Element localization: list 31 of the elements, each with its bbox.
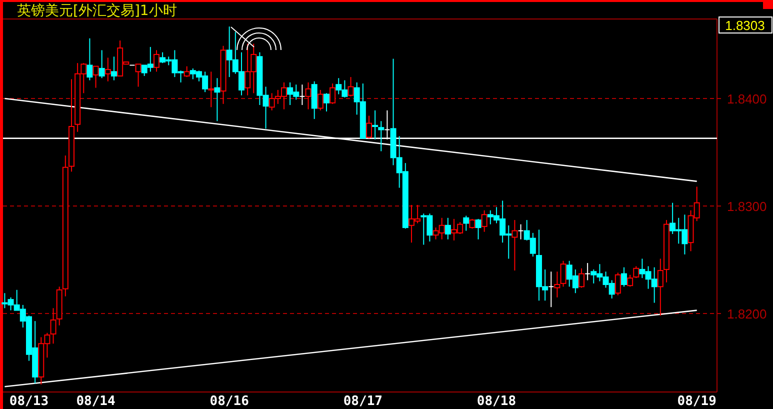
candlestick: [208, 71, 214, 108]
x-tick-label: 08/19: [677, 394, 716, 409]
x-tick-label: 08/13: [9, 394, 49, 409]
candlestick: [305, 82, 312, 110]
candlestick: [512, 220, 518, 272]
y-tick-label: 1.8400: [727, 92, 767, 107]
x-tick-label: 08/14: [76, 394, 116, 409]
candlestick: [372, 110, 378, 140]
text: 1.8303: [725, 18, 765, 33]
candlestick: [86, 38, 93, 81]
y-tick-label: 1.8300: [727, 199, 767, 214]
candlestick: [50, 308, 56, 344]
candlestick: [62, 155, 68, 297]
candlestick: [444, 217, 451, 240]
x-tick-label: 08/18: [476, 394, 516, 409]
y-tick-label: 1.8200: [727, 306, 767, 322]
candlestick: [657, 258, 664, 316]
candlestick: [663, 220, 670, 283]
candlestick: [56, 286, 62, 326]
candlestick: [110, 56, 117, 81]
candlestick: [104, 57, 111, 82]
candlestick: [366, 115, 372, 139]
candlestick: [214, 78, 220, 122]
candlestick: [548, 271, 554, 308]
chart-title: 英镑美元[外汇交易]1小时: [17, 3, 177, 19]
candlestick: [518, 224, 524, 240]
candlestick: [378, 120, 384, 152]
candlestick: [299, 84, 306, 106]
candlestick: [554, 271, 560, 298]
x-tick-label: 08/16: [210, 394, 250, 409]
x-tick-label: 08/17: [343, 394, 382, 409]
